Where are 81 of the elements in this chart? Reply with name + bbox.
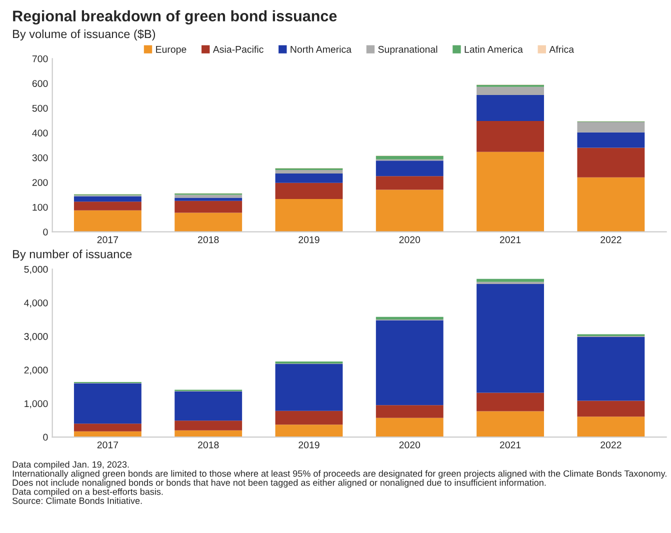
x-tick-label: 2017: [97, 236, 118, 244]
legend-label: Europe: [156, 46, 186, 55]
legend-label: Africa: [549, 46, 574, 53]
bar: [577, 177, 645, 232]
bar: [275, 424, 343, 438]
bar: [476, 86, 544, 96]
bar: [577, 416, 645, 438]
bar: [174, 420, 242, 430]
legend-label: Asia-Pacific: [212, 46, 264, 53]
y-tick-label: 1,000: [24, 400, 48, 408]
bar: [376, 316, 444, 320]
legend-label: North America: [290, 46, 352, 53]
y-tick-label: 0: [43, 228, 48, 236]
bar: [476, 392, 544, 412]
bar: [577, 148, 645, 178]
x-tick-label: 2018: [198, 441, 219, 448]
legend-label: Supranational: [378, 46, 438, 55]
bar: [174, 198, 242, 201]
source-note: Source: Climate Bonds Initiative.: [12, 497, 142, 504]
bar: [74, 210, 142, 232]
x-tick-label: 2022: [600, 236, 622, 244]
y-tick-label: 4,000: [24, 299, 48, 308]
bar: [74, 202, 142, 210]
x-tick-label: 2020: [399, 236, 420, 244]
bar: [174, 212, 242, 232]
bar: [174, 194, 242, 198]
bar: [376, 156, 444, 160]
bar: [275, 198, 343, 232]
bar: [275, 364, 343, 411]
bar: [376, 160, 444, 176]
bar: [376, 320, 444, 406]
bar: [74, 383, 142, 424]
y-tick-label: 500: [32, 104, 48, 112]
y-tick-label: 100: [32, 204, 48, 211]
bar: [577, 132, 645, 148]
bar: [476, 278, 544, 282]
chart-title: Regional breakdown of green bond issuance: [13, 10, 337, 25]
x-tick-label: 2019: [298, 441, 320, 448]
bar: [74, 196, 142, 202]
x-tick-label: 2020: [399, 441, 420, 448]
x-tick-label: 2021: [500, 441, 521, 448]
y-tick-label: 700: [32, 55, 48, 62]
bar: [476, 284, 544, 393]
bar: [476, 120, 544, 152]
x-tick-label: 2018: [198, 236, 219, 244]
bar: [476, 95, 544, 121]
x-tick-label: 2022: [600, 441, 622, 448]
y-tick-label: 2,000: [24, 366, 48, 375]
bar: [376, 190, 444, 232]
text: Internationally aligned green bonds are limited to those where at least 95% of proceeds are designated for green projects aligned with the Climate Bonds Taxonomy.: [12, 470, 666, 479]
bar: [376, 176, 444, 190]
x-tick-label: 2019: [298, 236, 320, 244]
chart-subtitle: By number of issuance: [13, 250, 132, 261]
bar: [577, 122, 645, 132]
chart-subtitle: By volume of issuance ($B): [13, 29, 156, 41]
bar: [275, 170, 343, 174]
bar: [174, 200, 242, 213]
x-tick-label: 2021: [500, 236, 521, 244]
bar: [376, 405, 444, 418]
bar: [476, 152, 544, 232]
bar: [74, 424, 142, 432]
y-tick-label: 600: [32, 80, 48, 87]
bar: [275, 173, 343, 183]
x-tick-label: 2017: [97, 441, 118, 448]
text: Data compiled Jan. 19, 2023.: [12, 461, 129, 470]
bar: [275, 182, 343, 199]
y-tick-label: 300: [32, 154, 48, 162]
text: Does not include nonaligned bonds or bonds that have not been tagged as either aligned or nonaligned due to insufficient information.: [12, 479, 546, 488]
bar: [174, 391, 242, 421]
y-tick-label: 200: [32, 179, 48, 186]
bar: [577, 400, 645, 417]
bar: [376, 418, 444, 438]
bar: [476, 411, 544, 438]
y-tick-label: 400: [32, 130, 48, 136]
y-tick-label: 5,000: [24, 266, 48, 274]
bar: [577, 336, 645, 401]
text: Data compiled on a best-efforts basis.: [12, 488, 163, 497]
bar: [275, 410, 343, 425]
legend-label: Latin America: [464, 46, 523, 53]
y-tick-label: 0: [43, 434, 48, 441]
y-tick-label: 3,000: [24, 333, 48, 342]
